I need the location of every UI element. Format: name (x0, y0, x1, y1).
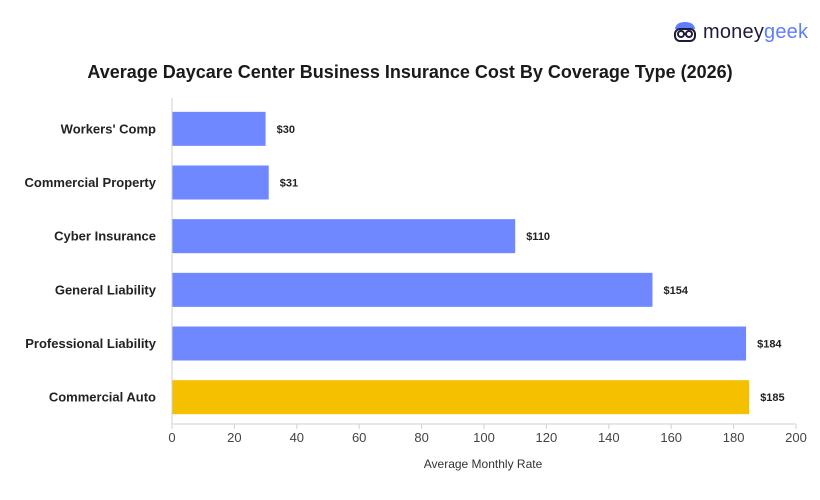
bar (172, 326, 747, 361)
category-label: Professional Liability (25, 336, 157, 351)
value-label: $110 (526, 231, 550, 243)
x-tick-label: 40 (290, 430, 304, 445)
x-tick-label: 200 (785, 430, 807, 445)
brand-name: moneygeek (703, 21, 808, 44)
value-labels: $30 $31 $110 $154 $184 $185 (277, 124, 785, 404)
value-label: $154 (663, 285, 688, 297)
x-tick-label: 0 (168, 430, 175, 445)
chart-title: Average Daycare Center Business Insuranc… (87, 62, 733, 82)
x-axis-title: Average Monthly Rate (424, 457, 543, 471)
category-label: Workers' Comp (61, 121, 156, 136)
bar (172, 219, 516, 254)
bar-group (172, 111, 750, 415)
value-label: $30 (277, 124, 295, 136)
bar (172, 380, 750, 415)
bar (172, 272, 653, 307)
value-label: $184 (757, 339, 782, 351)
bar (172, 111, 266, 146)
moneygeek-face-icon (674, 22, 696, 42)
category-labels: Workers' Comp Commercial Property Cyber In… (25, 121, 157, 404)
x-tick-label: 80 (414, 430, 428, 445)
category-label: Commercial Property (25, 175, 157, 190)
brand-logo: moneygeek (672, 20, 808, 44)
category-label: Cyber Insurance (54, 229, 156, 244)
category-label: General Liability (55, 282, 157, 297)
brand-name-part2: geek (764, 20, 809, 43)
x-tick-label: 20 (227, 430, 241, 445)
value-label: $185 (760, 392, 784, 404)
x-tick-label: 140 (598, 430, 620, 445)
brand-name-part1: money (703, 20, 765, 43)
x-tick-label: 60 (352, 430, 366, 445)
x-tick-label: 180 (723, 430, 745, 445)
value-label: $31 (280, 178, 298, 190)
x-tick-label: 120 (536, 430, 558, 445)
x-tick-label: 160 (660, 430, 682, 445)
x-axis: 0 20 40 60 80 100 120 140 160 180 200 (168, 98, 807, 445)
bar (172, 165, 269, 200)
x-tick-label: 100 (473, 430, 495, 445)
category-label: Commercial Auto (49, 390, 156, 405)
